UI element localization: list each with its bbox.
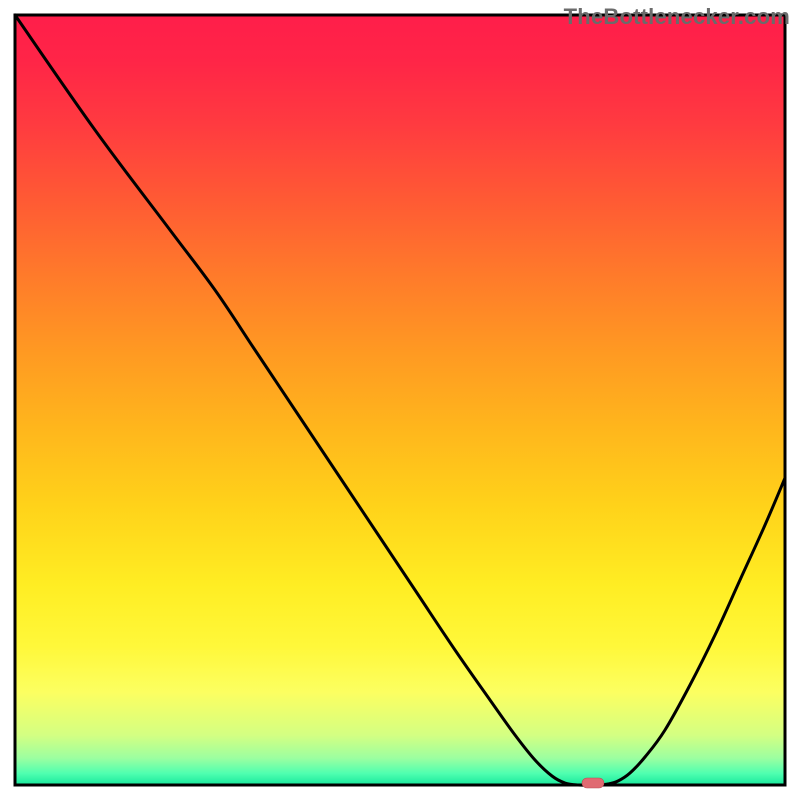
chart-background (15, 15, 785, 785)
watermark-text: TheBottlenecker.com (564, 4, 790, 30)
chart-svg (0, 0, 800, 800)
bottleneck-chart: TheBottlenecker.com (0, 0, 800, 800)
sweet-spot-marker (582, 778, 604, 788)
